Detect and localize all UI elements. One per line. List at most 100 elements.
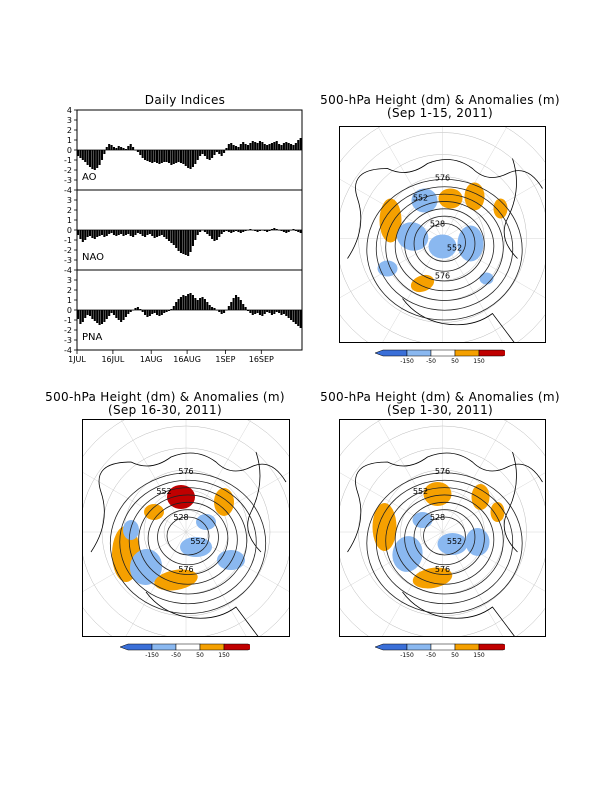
bar-pna [151,310,154,314]
coastline [402,591,515,636]
indices-title: Daily Indices [144,93,226,107]
colorbar-segment [175,643,201,651]
bar-pna [290,310,293,320]
bar-nao [297,230,300,232]
bar-ao [251,141,254,150]
y-tick-label: 1 [67,216,72,225]
bar-nao [254,230,257,231]
bar-nao [146,230,149,235]
colorbar-label: -50 [426,652,436,659]
bar-nao [170,230,173,243]
bar-nao [127,230,130,234]
bar-nao [110,230,113,233]
bar-nao [134,230,137,235]
bar-ao [206,150,209,159]
bar-pna [268,310,271,313]
bar-ao [184,150,187,166]
bar-pna [129,310,132,312]
bar-ao [172,150,175,164]
bar-ao [163,150,166,162]
colorbar-arrow-low [374,643,408,651]
bar-ao [81,150,84,160]
bar-nao [179,230,183,253]
bar-nao [220,230,223,234]
height-contour [413,509,476,566]
coastline [503,451,518,553]
bar-nao [175,230,178,248]
contour-label: 528 [430,220,445,229]
height-contour [413,215,476,272]
bar-ao [203,150,206,156]
bar-pna [189,293,192,310]
contour-label: 552 [156,487,171,496]
map1-title-line1: 500-hPa Height (dm) & Anomalies (m) [320,93,560,107]
bar-ao [299,138,302,150]
bar-nao [196,230,199,235]
bar-pna [294,310,297,324]
x-tick-label: 1AUG [140,355,163,364]
meridian [121,420,187,533]
bar-pna [179,297,183,310]
bar-nao [177,230,180,251]
height-contour [394,201,495,292]
bar-ao [108,144,111,150]
bar-pna [273,310,276,314]
bar-nao [234,230,238,231]
bar-pna [167,310,171,311]
anomaly-region [490,502,505,522]
bar-pna [225,310,228,311]
bar-ao [246,145,250,150]
anomaly-region [479,272,494,285]
bar-ao [244,144,247,150]
anomaly-region [372,503,397,551]
y-tick-label: 2 [67,286,72,295]
bar-nao [270,229,273,230]
bar-ao [261,142,264,150]
bar-ao [129,144,132,150]
anomaly-region [144,504,164,520]
map2-title-line1: 500-hPa Height (dm) & Anomalies (m) [45,390,285,404]
bar-ao [105,147,108,150]
bar-nao [194,230,197,240]
map1-panel: 576 552 528 552 576 [339,126,546,343]
bar-ao [297,140,300,150]
y-tick-label: -3 [64,256,72,265]
coastline [347,159,543,259]
bar-pna [110,310,113,313]
bar-pna [251,310,254,315]
bar-pna [266,310,269,312]
bar-nao [266,230,269,232]
y-tick-label: -1 [64,236,72,245]
colorbar-label: 50 [451,358,459,365]
meridian [382,238,443,342]
coastline [145,591,259,636]
colorbar-label: 150 [473,652,485,659]
colorbar-label: -150 [400,652,414,659]
bar-ao [115,148,118,150]
bar-nao [239,230,242,233]
map2-title-line2: (Sep 16-30, 2011) [108,403,222,417]
y-tick-label: -3 [64,336,72,345]
height-contour [385,487,504,595]
bar-ao [211,150,214,158]
bar-nao [172,230,175,245]
bar-nao [187,230,190,256]
x-tick-label: 16SEP [249,355,274,364]
bar-ao [280,145,283,150]
bar-nao [100,230,104,235]
bar-ao [218,150,221,154]
bar-pna [242,304,245,310]
bar-ao [175,150,178,163]
bar-ao [242,142,245,150]
bar-ao [237,147,240,150]
bar-ao [290,144,293,150]
bar-ao [208,150,211,160]
bar-nao [203,230,206,232]
bar-nao [201,230,204,231]
bar-pna [134,308,137,310]
bar-pna [213,308,216,310]
bar-nao [148,230,151,234]
height-contour [128,487,248,595]
bar-nao [191,230,194,246]
colorbar-label: -150 [400,358,414,365]
